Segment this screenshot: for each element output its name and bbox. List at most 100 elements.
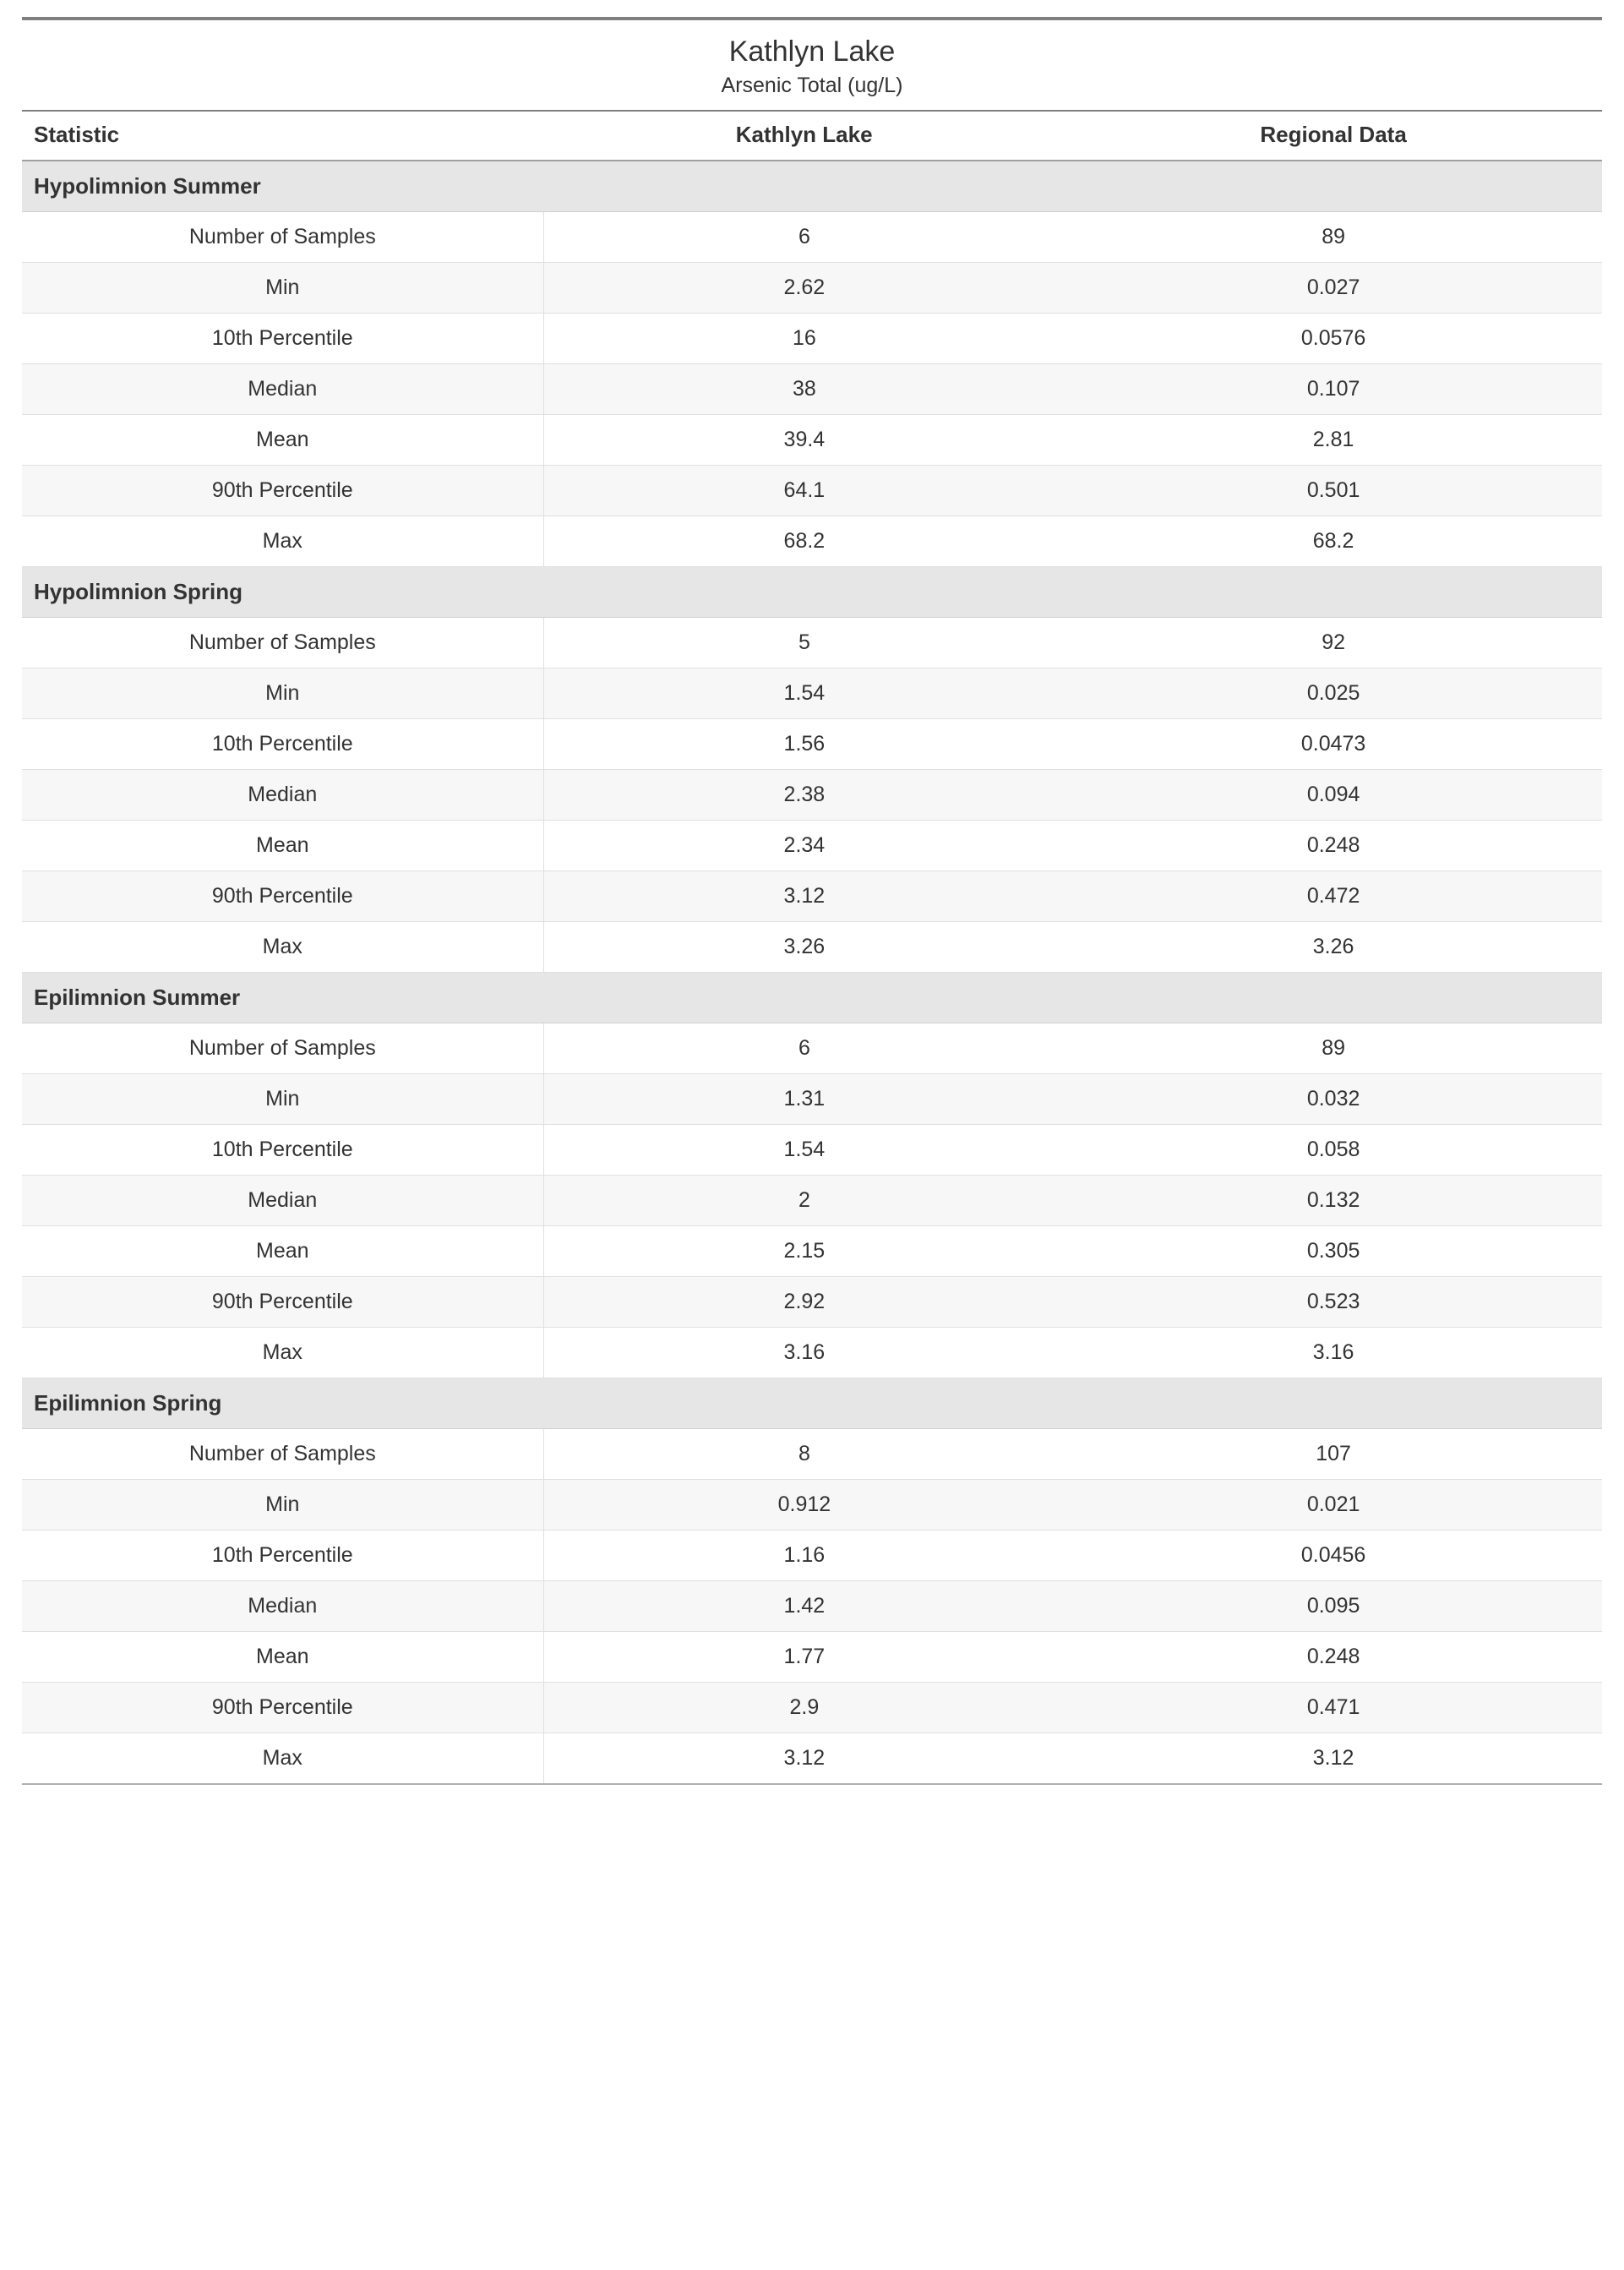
site-value: 8 [543,1429,1065,1480]
table-row: 90th Percentile2.920.523 [22,1277,1602,1328]
stat-label: Max [22,516,543,567]
stat-label: Mean [22,415,543,466]
site-value: 2.92 [543,1277,1065,1328]
regional-value: 68.2 [1065,516,1602,567]
stat-label: Number of Samples [22,1023,543,1074]
regional-value: 0.472 [1065,871,1602,922]
section-header-label: Epilimnion Summer [22,973,1602,1023]
section-header: Epilimnion Spring [22,1378,1602,1429]
table-row: Max3.123.12 [22,1733,1602,1785]
site-value: 2.15 [543,1226,1065,1277]
stat-label: Mean [22,1632,543,1683]
regional-value: 0.132 [1065,1176,1602,1226]
regional-value: 0.0456 [1065,1531,1602,1581]
stat-label: Mean [22,1226,543,1277]
table-row: Mean2.340.248 [22,821,1602,871]
col-header-statistic: Statistic [22,111,543,161]
stat-label: Median [22,1581,543,1632]
stat-label: 10th Percentile [22,1531,543,1581]
table-row: Min1.310.032 [22,1074,1602,1125]
regional-value: 3.16 [1065,1328,1602,1378]
stat-label: 90th Percentile [22,871,543,922]
stat-label: Min [22,263,543,314]
site-value: 3.26 [543,922,1065,973]
table-row: 10th Percentile1.560.0473 [22,719,1602,770]
stat-label: Number of Samples [22,618,543,668]
regional-value: 0.305 [1065,1226,1602,1277]
section-header: Hypolimnion Spring [22,567,1602,618]
regional-value: 0.471 [1065,1683,1602,1733]
stat-label: Min [22,1480,543,1531]
stat-label: Median [22,770,543,821]
page-title: Kathlyn Lake [22,35,1602,68]
stat-label: 10th Percentile [22,719,543,770]
site-value: 3.16 [543,1328,1065,1378]
regional-value: 107 [1065,1429,1602,1480]
table-row: 90th Percentile2.90.471 [22,1683,1602,1733]
site-value: 3.12 [543,1733,1065,1785]
site-value: 1.54 [543,1125,1065,1176]
site-value: 1.16 [543,1531,1065,1581]
regional-value: 0.501 [1065,466,1602,516]
section-header-label: Epilimnion Spring [22,1378,1602,1429]
table-row: 10th Percentile1.160.0456 [22,1531,1602,1581]
section-header-label: Hypolimnion Summer [22,161,1602,212]
site-value: 16 [543,314,1065,364]
stat-label: Max [22,1733,543,1785]
table-row: Median380.107 [22,364,1602,415]
table-row: 90th Percentile64.10.501 [22,466,1602,516]
table-row: 90th Percentile3.120.472 [22,871,1602,922]
table-row: 10th Percentile1.540.058 [22,1125,1602,1176]
table-row: Number of Samples689 [22,212,1602,263]
stat-label: Median [22,1176,543,1226]
regional-value: 0.021 [1065,1480,1602,1531]
stat-label: 10th Percentile [22,1125,543,1176]
regional-value: 0.248 [1065,821,1602,871]
regional-value: 2.81 [1065,415,1602,466]
table-row: Median2.380.094 [22,770,1602,821]
table-row: Number of Samples8107 [22,1429,1602,1480]
stat-label: Number of Samples [22,212,543,263]
table-row: Min1.540.025 [22,668,1602,719]
table-row: Max3.263.26 [22,922,1602,973]
site-value: 6 [543,212,1065,263]
site-value: 1.42 [543,1581,1065,1632]
site-value: 5 [543,618,1065,668]
regional-value: 0.095 [1065,1581,1602,1632]
regional-value: 3.12 [1065,1733,1602,1785]
stat-label: 90th Percentile [22,1277,543,1328]
site-value: 1.54 [543,668,1065,719]
title-block: Kathlyn Lake Arsenic Total (ug/L) [22,35,1602,98]
regional-value: 0.025 [1065,668,1602,719]
site-value: 38 [543,364,1065,415]
site-value: 68.2 [543,516,1065,567]
regional-value: 0.523 [1065,1277,1602,1328]
table-row: 10th Percentile160.0576 [22,314,1602,364]
regional-value: 0.248 [1065,1632,1602,1683]
table-row: Median20.132 [22,1176,1602,1226]
regional-value: 0.0576 [1065,314,1602,364]
table-row: Mean2.150.305 [22,1226,1602,1277]
regional-value: 0.0473 [1065,719,1602,770]
site-value: 64.1 [543,466,1065,516]
table-row: Number of Samples592 [22,618,1602,668]
site-value: 2.9 [543,1683,1065,1733]
table-row: Number of Samples689 [22,1023,1602,1074]
site-value: 6 [543,1023,1065,1074]
stat-label: Min [22,1074,543,1125]
table-row: Min2.620.027 [22,263,1602,314]
regional-value: 0.107 [1065,364,1602,415]
stat-label: 10th Percentile [22,314,543,364]
site-value: 1.77 [543,1632,1065,1683]
site-value: 3.12 [543,871,1065,922]
section-header: Hypolimnion Summer [22,161,1602,212]
stats-table: Statistic Kathlyn Lake Regional Data Hyp… [22,110,1602,1785]
stat-label: 90th Percentile [22,1683,543,1733]
stat-label: Median [22,364,543,415]
table-row: Min0.9120.021 [22,1480,1602,1531]
site-value: 2.38 [543,770,1065,821]
stat-label: Number of Samples [22,1429,543,1480]
stat-label: Max [22,1328,543,1378]
site-value: 1.56 [543,719,1065,770]
regional-value: 0.094 [1065,770,1602,821]
